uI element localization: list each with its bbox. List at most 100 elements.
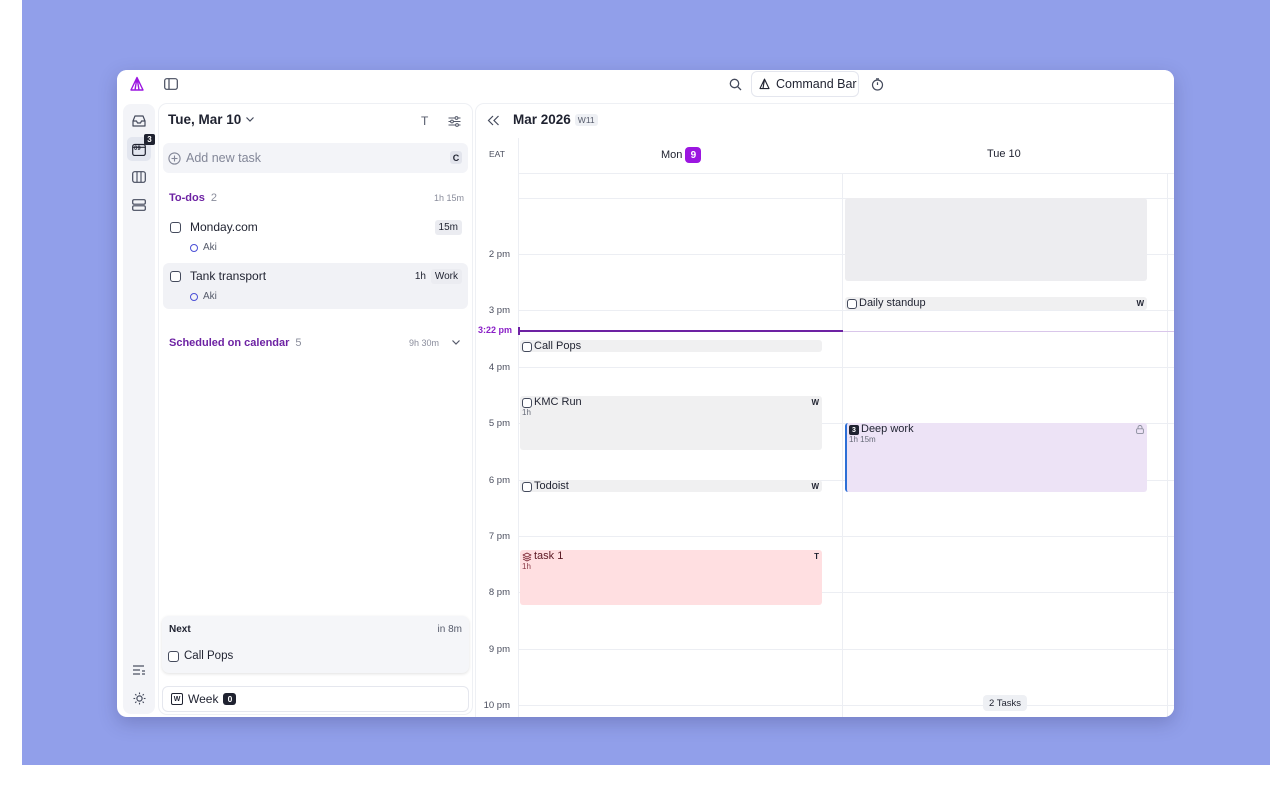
task-item[interactable]: Monday.com 15m Aki [163,214,468,260]
hour-label: 2 pm [488,249,510,260]
tasks-count-pill[interactable]: 2 Tasks [983,695,1027,711]
task-duration-tag: 1h [414,271,426,282]
text-toggle-button[interactable]: T [421,114,429,128]
stack-layers-icon [522,552,532,565]
grid-line [518,536,1174,537]
event-title: Todoist [534,480,569,492]
inbox-button[interactable] [127,109,151,133]
chevron-down-icon[interactable] [450,336,462,348]
event-checkbox[interactable] [522,398,532,408]
day-name: Tue [987,148,1006,160]
today-date-badge: 9 [685,147,702,163]
todos-duration: 1h 15m [433,193,464,203]
calendar-event-todoist[interactable]: Todoist W [520,480,822,492]
calendar-event-kmc-run[interactable]: KMC Run 1h W [520,396,822,450]
week-label: Week [188,692,219,706]
add-task-shortcut: C [450,151,462,164]
event-duration: 1h 15m [849,435,876,444]
left-rail: 09 3 [123,104,155,714]
next-time: in 8m [437,624,462,635]
current-time-marker [518,327,520,335]
event-corner-tag: W [811,398,819,407]
hour-label: 4 pm [488,362,510,373]
task-panel: Tue, Mar 10 T Add new task C To-dos 2 1h… [159,104,472,714]
event-corner-tag: W [811,482,819,491]
search-icon[interactable] [727,76,743,92]
event-checkbox[interactable] [522,342,532,352]
list-view-button[interactable] [127,193,151,217]
event-checkbox[interactable] [847,299,857,309]
current-time-label: 3:22 pm [478,325,513,335]
week-view-button[interactable] [127,165,151,189]
scheduled-count: 5 [295,337,302,349]
task-title: Tank transport [190,269,267,283]
grid-line [518,310,1174,311]
hour-label: 9 pm [488,644,510,655]
panel-date-label: Tue, Mar 10 [168,112,242,127]
hour-label: 3 pm [488,305,510,316]
event-corner-tag: T [814,552,819,561]
sidebar-toggle-icon[interactable] [163,76,179,92]
owner-circle-icon [190,243,198,252]
next-task-card[interactable]: Next in 8m Call Pops [162,616,469,673]
theme-button[interactable] [127,686,151,710]
day-header-tue[interactable]: Tue 10 [987,148,1021,160]
next-task-checkbox[interactable] [168,651,179,662]
calendar-event-deep-work[interactable]: 3 Deep work 1h 15m [845,423,1147,492]
next-label: Next [169,624,191,635]
date-picker[interactable]: Tue, Mar 10 [168,112,255,127]
today-button[interactable]: 09 3 [127,134,155,161]
scheduled-header[interactable]: Scheduled on calendar 5 [169,337,302,349]
task-title: Monday.com [190,220,258,234]
calendar-event-block[interactable] [845,198,1147,281]
event-title: Deep work [861,423,914,435]
day-name: Mon [661,149,683,161]
grid-line [518,173,1174,174]
task-checkbox[interactable] [170,222,181,233]
week-icon: W [171,693,183,705]
day-header-mon[interactable]: Mon 9 [661,147,702,163]
grid-line [842,174,843,717]
calendar-month-label: Mar 2026 [513,112,571,127]
add-task-input[interactable]: Add new task C [163,143,468,173]
task-owner-name: Aki [203,242,217,253]
calendar-view: Mar 2026 W11 EAT Mon 9 Tue 10 2 pm 3 pm … [476,104,1174,717]
hour-label: 10 pm [483,700,510,711]
command-bar-button[interactable]: Command Bar [751,71,859,97]
plus-circle-icon [168,151,181,165]
task-checkbox[interactable] [170,271,181,282]
chevron-down-icon [246,117,255,122]
app-logo-icon[interactable] [129,76,145,92]
week-number-badge: W11 [574,113,598,126]
next-task-title: Call Pops [184,650,234,662]
task-owner: Aki [190,242,217,253]
todos-header[interactable]: To-dos 2 [169,192,217,204]
event-title: task 1 [534,550,564,562]
backlog-button[interactable] [127,658,151,682]
owner-circle-icon [190,292,198,301]
event-checkbox[interactable] [522,482,532,492]
current-time-line [518,330,843,332]
collapse-double-chevron-icon[interactable] [486,113,500,127]
task-item[interactable]: Tank transport 1h Work Aki [163,263,468,309]
sun-icon [133,692,145,704]
week-summary-button[interactable]: W Week 0 [162,686,469,712]
calendar-event-call-pops[interactable]: Call Pops [520,340,822,352]
todos-label: To-dos [169,192,205,204]
calendar-month-title[interactable]: Mar 2026 W11 [513,112,598,127]
grid-line [518,705,1174,706]
timer-icon[interactable] [869,76,885,92]
calendar-event-daily-standup[interactable]: Daily standup W [845,297,1147,310]
lock-icon [1136,425,1144,436]
task-owner: Aki [190,291,217,302]
calendar-day-icon [132,143,146,156]
todos-count: 2 [210,192,217,204]
week-count-badge: 0 [223,693,237,705]
filter-settings-icon[interactable] [447,114,461,128]
grid-line [518,138,519,717]
task-duration-tag: 15m [434,220,462,235]
day-number: 10 [1008,148,1021,160]
task-work-tag: Work [430,269,462,284]
calendar-event-task-1[interactable]: task 1 1h T [520,550,822,605]
hour-label: 6 pm [488,475,510,486]
